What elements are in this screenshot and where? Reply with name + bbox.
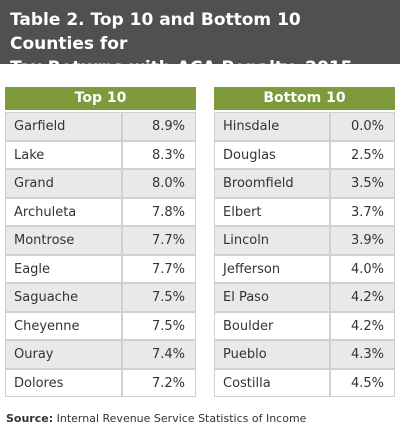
penalty-share: 7.7% bbox=[122, 254, 196, 283]
county-name: Lake bbox=[5, 140, 122, 169]
county-name: Jefferson bbox=[214, 254, 330, 283]
table-row: Saguache 7.5% bbox=[5, 283, 196, 312]
county-name: Douglas bbox=[214, 140, 330, 169]
table-row: Douglas 2.5% bbox=[214, 140, 395, 169]
table-row: Montrose 7.7% bbox=[5, 226, 196, 255]
penalty-share: 2.5% bbox=[330, 140, 395, 169]
county-name: Broomfield bbox=[214, 169, 330, 198]
penalty-share: 7.5% bbox=[122, 283, 196, 312]
penalty-share: 3.7% bbox=[330, 197, 395, 226]
table: Top 10 Garfield 8.9% Lake 8.3% Grand 8.0% Archu… bbox=[5, 87, 196, 397]
table-row: Lake 8.3% bbox=[5, 140, 196, 169]
footer: Source: Internal Revenue Service Statist… bbox=[6, 412, 306, 425]
penalty-share: 7.4% bbox=[122, 340, 196, 369]
table-row: Grand 8.0% bbox=[5, 169, 196, 198]
title: Tax Returns with ACA Penalty, 2015 bbox=[10, 58, 353, 78]
table-row: Pueblo 4.3% bbox=[214, 340, 395, 369]
county-name: Costilla bbox=[214, 368, 330, 397]
table-row: Lincoln 3.9% bbox=[214, 226, 395, 255]
county-name: Ouray bbox=[5, 340, 122, 369]
table: Bottom 10 Hinsdale 0.0% Douglas 2.5% Broomfie… bbox=[214, 87, 395, 397]
county-name: Eagle bbox=[5, 254, 122, 283]
table-heading: Top 10 bbox=[5, 87, 196, 110]
penalty-share: 3.9% bbox=[330, 226, 395, 255]
table-row: Garfield 8.9% bbox=[5, 112, 196, 141]
table-row: Costilla 4.5% bbox=[214, 368, 395, 397]
county-name: Archuleta bbox=[5, 197, 122, 226]
county-name: Dolores bbox=[5, 368, 122, 397]
table-row: Eagle 7.7% bbox=[5, 254, 196, 283]
county-name: Garfield bbox=[5, 112, 122, 141]
county-name: Cheyenne bbox=[5, 311, 122, 340]
table-heading: Bottom 10 bbox=[214, 87, 395, 110]
penalty-share: 4.2% bbox=[330, 283, 395, 312]
penalty-share: 4.2% bbox=[330, 311, 395, 340]
table-row: Cheyenne 7.5% bbox=[5, 311, 196, 340]
table-row: Hinsdale 0.0% bbox=[214, 112, 395, 141]
county-name: Grand bbox=[5, 169, 122, 198]
penalty-share: 7.7% bbox=[122, 226, 196, 255]
table-row: Dolores 7.2% bbox=[5, 368, 196, 397]
penalty-share: 8.0% bbox=[122, 169, 196, 198]
penalty-share: 0.0% bbox=[330, 112, 395, 141]
table-row: Archuleta 7.8% bbox=[5, 197, 196, 226]
penalty-share: 7.2% bbox=[122, 368, 196, 397]
table-row: El Paso 4.2% bbox=[214, 283, 395, 312]
county-name: El Paso bbox=[214, 283, 330, 312]
county-name: Saguache bbox=[5, 283, 122, 312]
county-name: Montrose bbox=[5, 226, 122, 255]
county-name: Hinsdale bbox=[214, 112, 330, 141]
penalty-share: 7.5% bbox=[122, 311, 196, 340]
source-label: Source: bbox=[6, 412, 54, 425]
title: Table 2. Top 10 and Bottom 10 Counties f… bbox=[10, 10, 301, 54]
penalty-share: 8.9% bbox=[122, 112, 196, 141]
county-name: Boulder bbox=[214, 311, 330, 340]
table-row: Ouray 7.4% bbox=[5, 340, 196, 369]
source-text: Internal Revenue Service Statistics of I… bbox=[56, 412, 307, 425]
penalty-share: 4.0% bbox=[330, 254, 395, 283]
county-name: Lincoln bbox=[214, 226, 330, 255]
penalty-share: 7.8% bbox=[122, 197, 196, 226]
table-row: Elbert 3.7% bbox=[214, 197, 395, 226]
penalty-share: 4.5% bbox=[330, 368, 395, 397]
penalty-share: 4.3% bbox=[330, 340, 395, 369]
penalty-share: 8.3% bbox=[122, 140, 196, 169]
table-row: Broomfield 3.5% bbox=[214, 169, 395, 198]
penalty-share: 3.5% bbox=[330, 169, 395, 198]
title-banner: Table 2. Top 10 and Bottom 10 Counties f… bbox=[0, 0, 400, 78]
county-name: Elbert bbox=[214, 197, 330, 226]
table-row: Jefferson 4.0% bbox=[214, 254, 395, 283]
table-row: Boulder 4.2% bbox=[214, 311, 395, 340]
county-name: Pueblo bbox=[214, 340, 330, 369]
